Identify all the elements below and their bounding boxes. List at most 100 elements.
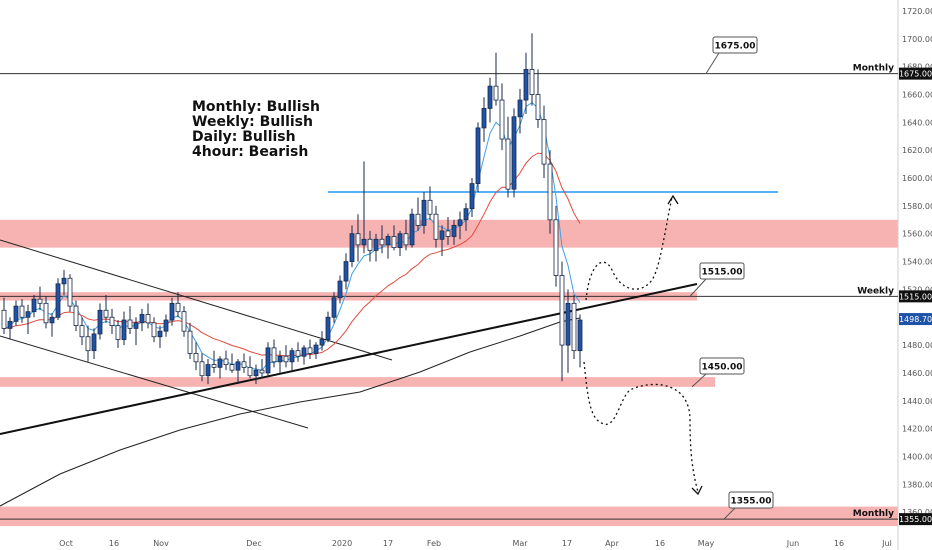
- candle[interactable]: [79, 317, 85, 346]
- candle[interactable]: [367, 230, 373, 262]
- candle[interactable]: [73, 300, 79, 332]
- candle[interactable]: [91, 328, 97, 360]
- candle[interactable]: [175, 292, 181, 318]
- candle[interactable]: [133, 317, 139, 346]
- candle[interactable]: [157, 325, 163, 348]
- candle[interactable]: [259, 359, 265, 379]
- candle[interactable]: [397, 230, 403, 256]
- candle[interactable]: [19, 299, 25, 323]
- candle[interactable]: [151, 317, 157, 343]
- candle[interactable]: [103, 294, 109, 323]
- candle[interactable]: [247, 356, 253, 379]
- level-callout[interactable]: 1355.00: [723, 491, 774, 520]
- candle[interactable]: [385, 233, 391, 259]
- candle[interactable]: [493, 52, 499, 106]
- candle[interactable]: [265, 342, 271, 376]
- candle[interactable]: [319, 331, 325, 351]
- candle[interactable]: [49, 313, 55, 337]
- candle[interactable]: [115, 320, 121, 348]
- candle[interactable]: [499, 83, 505, 151]
- candle[interactable]: [229, 353, 235, 373]
- candle[interactable]: [313, 342, 319, 360]
- candle[interactable]: [13, 300, 19, 326]
- candle[interactable]: [283, 345, 289, 368]
- candle[interactable]: [61, 269, 67, 295]
- candle[interactable]: [343, 253, 349, 290]
- candle[interactable]: [145, 303, 151, 329]
- candle[interactable]: [475, 122, 481, 192]
- candle[interactable]: [55, 278, 61, 321]
- candle[interactable]: [529, 33, 535, 106]
- candle[interactable]: [295, 342, 301, 362]
- candle[interactable]: [565, 289, 571, 373]
- candle[interactable]: [427, 186, 433, 220]
- candle[interactable]: [331, 292, 337, 323]
- candle[interactable]: [205, 359, 211, 385]
- candle[interactable]: [277, 350, 283, 373]
- candle[interactable]: [193, 342, 199, 371]
- candle[interactable]: [127, 306, 133, 334]
- candle[interactable]: [211, 350, 217, 373]
- level-callout[interactable]: 1450.00: [691, 357, 745, 388]
- candle[interactable]: [181, 306, 187, 337]
- candle[interactable]: [301, 345, 307, 365]
- candle[interactable]: [217, 356, 223, 379]
- candle[interactable]: [187, 322, 193, 360]
- candle[interactable]: [391, 225, 397, 251]
- candle[interactable]: [445, 217, 451, 245]
- candle[interactable]: [361, 161, 367, 254]
- candle[interactable]: [271, 339, 277, 368]
- candle[interactable]: [37, 286, 43, 311]
- candle[interactable]: [415, 197, 421, 231]
- candle[interactable]: [307, 339, 313, 360]
- candle[interactable]: [373, 233, 379, 262]
- candle[interactable]: [469, 178, 475, 218]
- candle[interactable]: [199, 353, 205, 382]
- candle[interactable]: [163, 314, 169, 337]
- candle[interactable]: [439, 225, 445, 256]
- candle[interactable]: [1, 297, 7, 334]
- candle[interactable]: [121, 311, 127, 346]
- candle[interactable]: [517, 88, 523, 134]
- time-axis[interactable]: Oct 16 Nov Dec 2020 17 Feb Mar 17 Apr 16 May Jun 16 Ju…: [59, 539, 892, 548]
- candle[interactable]: [355, 214, 361, 262]
- candle[interactable]: [457, 211, 463, 240]
- candle[interactable]: [403, 219, 409, 251]
- candle[interactable]: [85, 325, 91, 362]
- candle[interactable]: [235, 359, 241, 385]
- candle[interactable]: [433, 205, 439, 248]
- candle[interactable]: [169, 297, 175, 326]
- candle[interactable]: [241, 353, 247, 373]
- candle[interactable]: [553, 205, 559, 287]
- candle[interactable]: [67, 274, 73, 312]
- candle[interactable]: [547, 150, 553, 234]
- candle[interactable]: [535, 69, 541, 128]
- candle[interactable]: [481, 97, 487, 142]
- price-axis[interactable]: 1360.00 1380.00 1400.00 1420.00 1440.00 1460.…: [897, 0, 932, 550]
- candle[interactable]: [577, 314, 583, 368]
- level-callout[interactable]: 1515.00: [689, 262, 745, 297]
- candle[interactable]: [511, 108, 517, 198]
- level-callout[interactable]: 1675.00: [705, 36, 758, 74]
- candle[interactable]: [97, 303, 103, 340]
- candle[interactable]: [421, 191, 427, 234]
- candle[interactable]: [379, 225, 385, 254]
- candle[interactable]: [223, 350, 229, 371]
- candle[interactable]: [559, 261, 565, 382]
- candle[interactable]: [337, 275, 343, 304]
- candle[interactable]: [409, 208, 415, 248]
- candle[interactable]: [31, 294, 37, 318]
- candle[interactable]: [7, 317, 13, 340]
- candle[interactable]: [253, 364, 259, 385]
- candle[interactable]: [25, 304, 31, 334]
- candle[interactable]: [505, 116, 511, 198]
- candle[interactable]: [43, 296, 49, 329]
- candle[interactable]: [523, 52, 529, 114]
- candle[interactable]: [451, 219, 457, 245]
- candle[interactable]: [109, 308, 115, 334]
- candle[interactable]: [571, 294, 577, 360]
- candle[interactable]: [463, 203, 469, 231]
- candle[interactable]: [325, 311, 331, 343]
- candle[interactable]: [541, 105, 547, 179]
